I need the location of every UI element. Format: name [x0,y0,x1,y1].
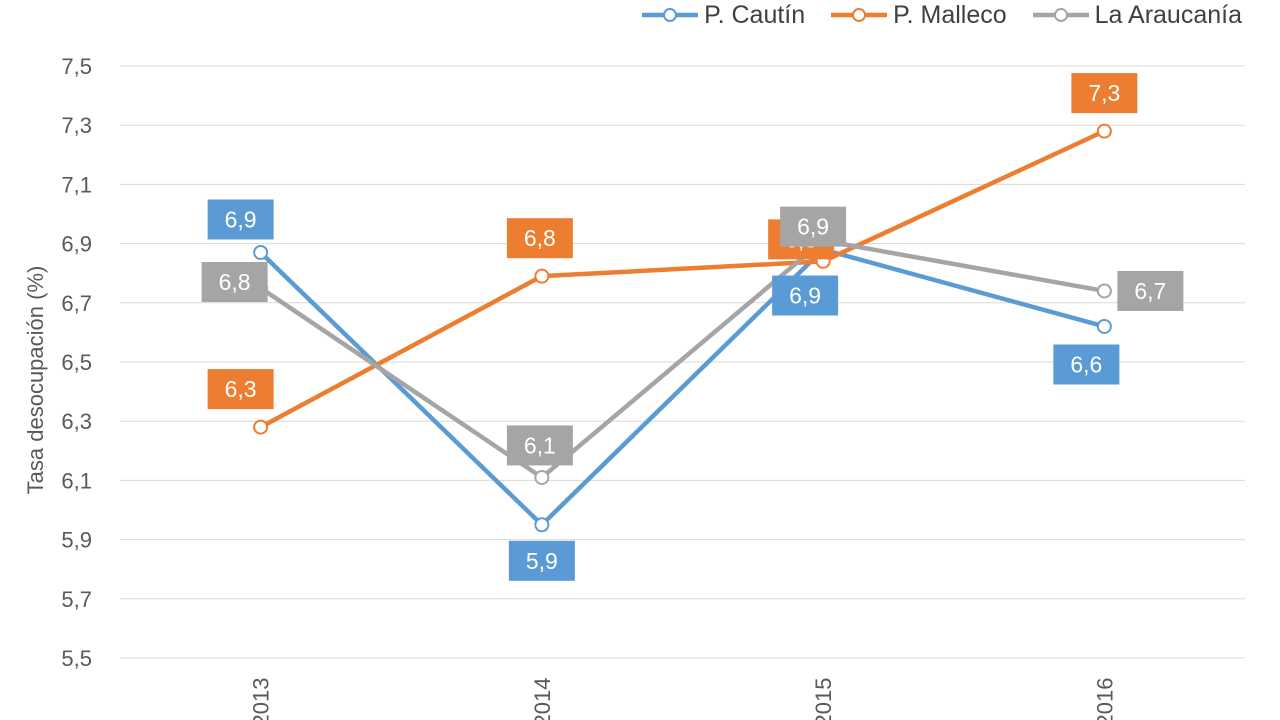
x-axis-ticks: 2013 2014 2015 2016 [249,678,1118,720]
data-label: 6,8 [506,218,573,259]
y-tick-label: 6,5 [61,350,92,375]
data-label: 6,9 [780,206,847,247]
x-tick-label: 2014 [530,678,555,720]
y-tick-label: 6,1 [61,468,92,493]
data-label-box [508,540,575,581]
y-tick-label: 7,1 [61,172,92,197]
data-label: 5,9 [508,540,575,581]
data-label-text: 6,8 [219,269,251,295]
legend-item: P. Cautín [642,1,805,30]
y-tick-label: 5,5 [61,646,92,671]
series-lines [259,129,1106,528]
data-label-box [1071,73,1138,114]
data-label-box [780,206,847,247]
x-tick-label: 2016 [1092,678,1117,720]
gridlines [120,65,1245,659]
data-point [1096,283,1112,299]
data-label-box [772,275,839,316]
data-label-text: 5,9 [526,548,558,574]
y-tick-label: 6,7 [61,291,92,316]
data-label-box [506,425,573,466]
data-label-text: 6,7 [1134,278,1166,304]
data-label-box [506,218,573,259]
legend-swatch [642,8,699,22]
y-tick-label: 5,7 [61,587,92,612]
data-label-text: 6,9 [225,206,257,232]
data-point [1096,318,1112,334]
data-point [253,419,269,435]
data-label-text: 6,9 [797,214,829,240]
legend-item: P. Malleco [831,1,1007,30]
data-label: 6,8 [201,262,268,302]
data-label: 6,1 [506,425,573,466]
y-tick-label: 6,9 [61,232,92,257]
x-tick-label: 2013 [249,678,274,720]
data-label-text: 6,1 [524,432,556,458]
data-point [534,469,550,485]
data-label: 6,9 [207,199,274,240]
series-line [259,238,1105,480]
legend: P. Cautín P. Malleco La Araucanía [642,0,1242,30]
x-tick-label: 2015 [811,678,836,720]
y-tick-label: 6,3 [61,409,92,434]
data-point [1096,123,1112,139]
legend-label: La Araucanía [1094,0,1242,29]
data-label-text: 6,3 [225,376,257,402]
data-label-box [207,199,274,240]
data-label-box [1053,344,1120,385]
data-label: 6,3 [207,369,274,410]
y-tick-label: 7,3 [61,113,92,138]
data-label-text: 6,8 [524,225,556,251]
legend-label: P. Malleco [893,0,1007,29]
legend-swatch [831,8,888,22]
data-label: 6,7 [1117,270,1184,311]
y-axis-ticks: 5,5 5,7 5,9 6,1 6,3 6,5 6,7 6,9 7,1 7,3 7,5 [61,54,92,671]
legend-item: La Araucanía [1032,0,1242,30]
data-point [534,268,550,284]
series-line [259,129,1106,430]
y-tick-label: 5,9 [61,528,92,553]
data-label-box [207,369,274,410]
data-label: 6,9 [772,275,839,316]
data-labels: 6,95,96,96,66,36,86,87,36,86,16,96,7 [201,73,1184,581]
data-point [534,517,550,533]
data-label: 7,3 [1071,73,1138,114]
series-line [259,247,1105,528]
data-label-text: 6,6 [1070,351,1102,377]
data-label-box [201,262,268,302]
data-label-box [1117,270,1184,311]
y-axis-title: Tasa desocupación (%) [23,265,48,495]
data-label-text: 7,3 [1088,80,1120,106]
data-label-text: 6,9 [789,283,821,309]
legend-swatch [1032,8,1089,22]
y-tick-label: 7,5 [61,54,92,79]
legend-label: P. Cautín [704,0,806,29]
data-point [253,244,269,260]
data-label: 6,6 [1053,344,1120,385]
